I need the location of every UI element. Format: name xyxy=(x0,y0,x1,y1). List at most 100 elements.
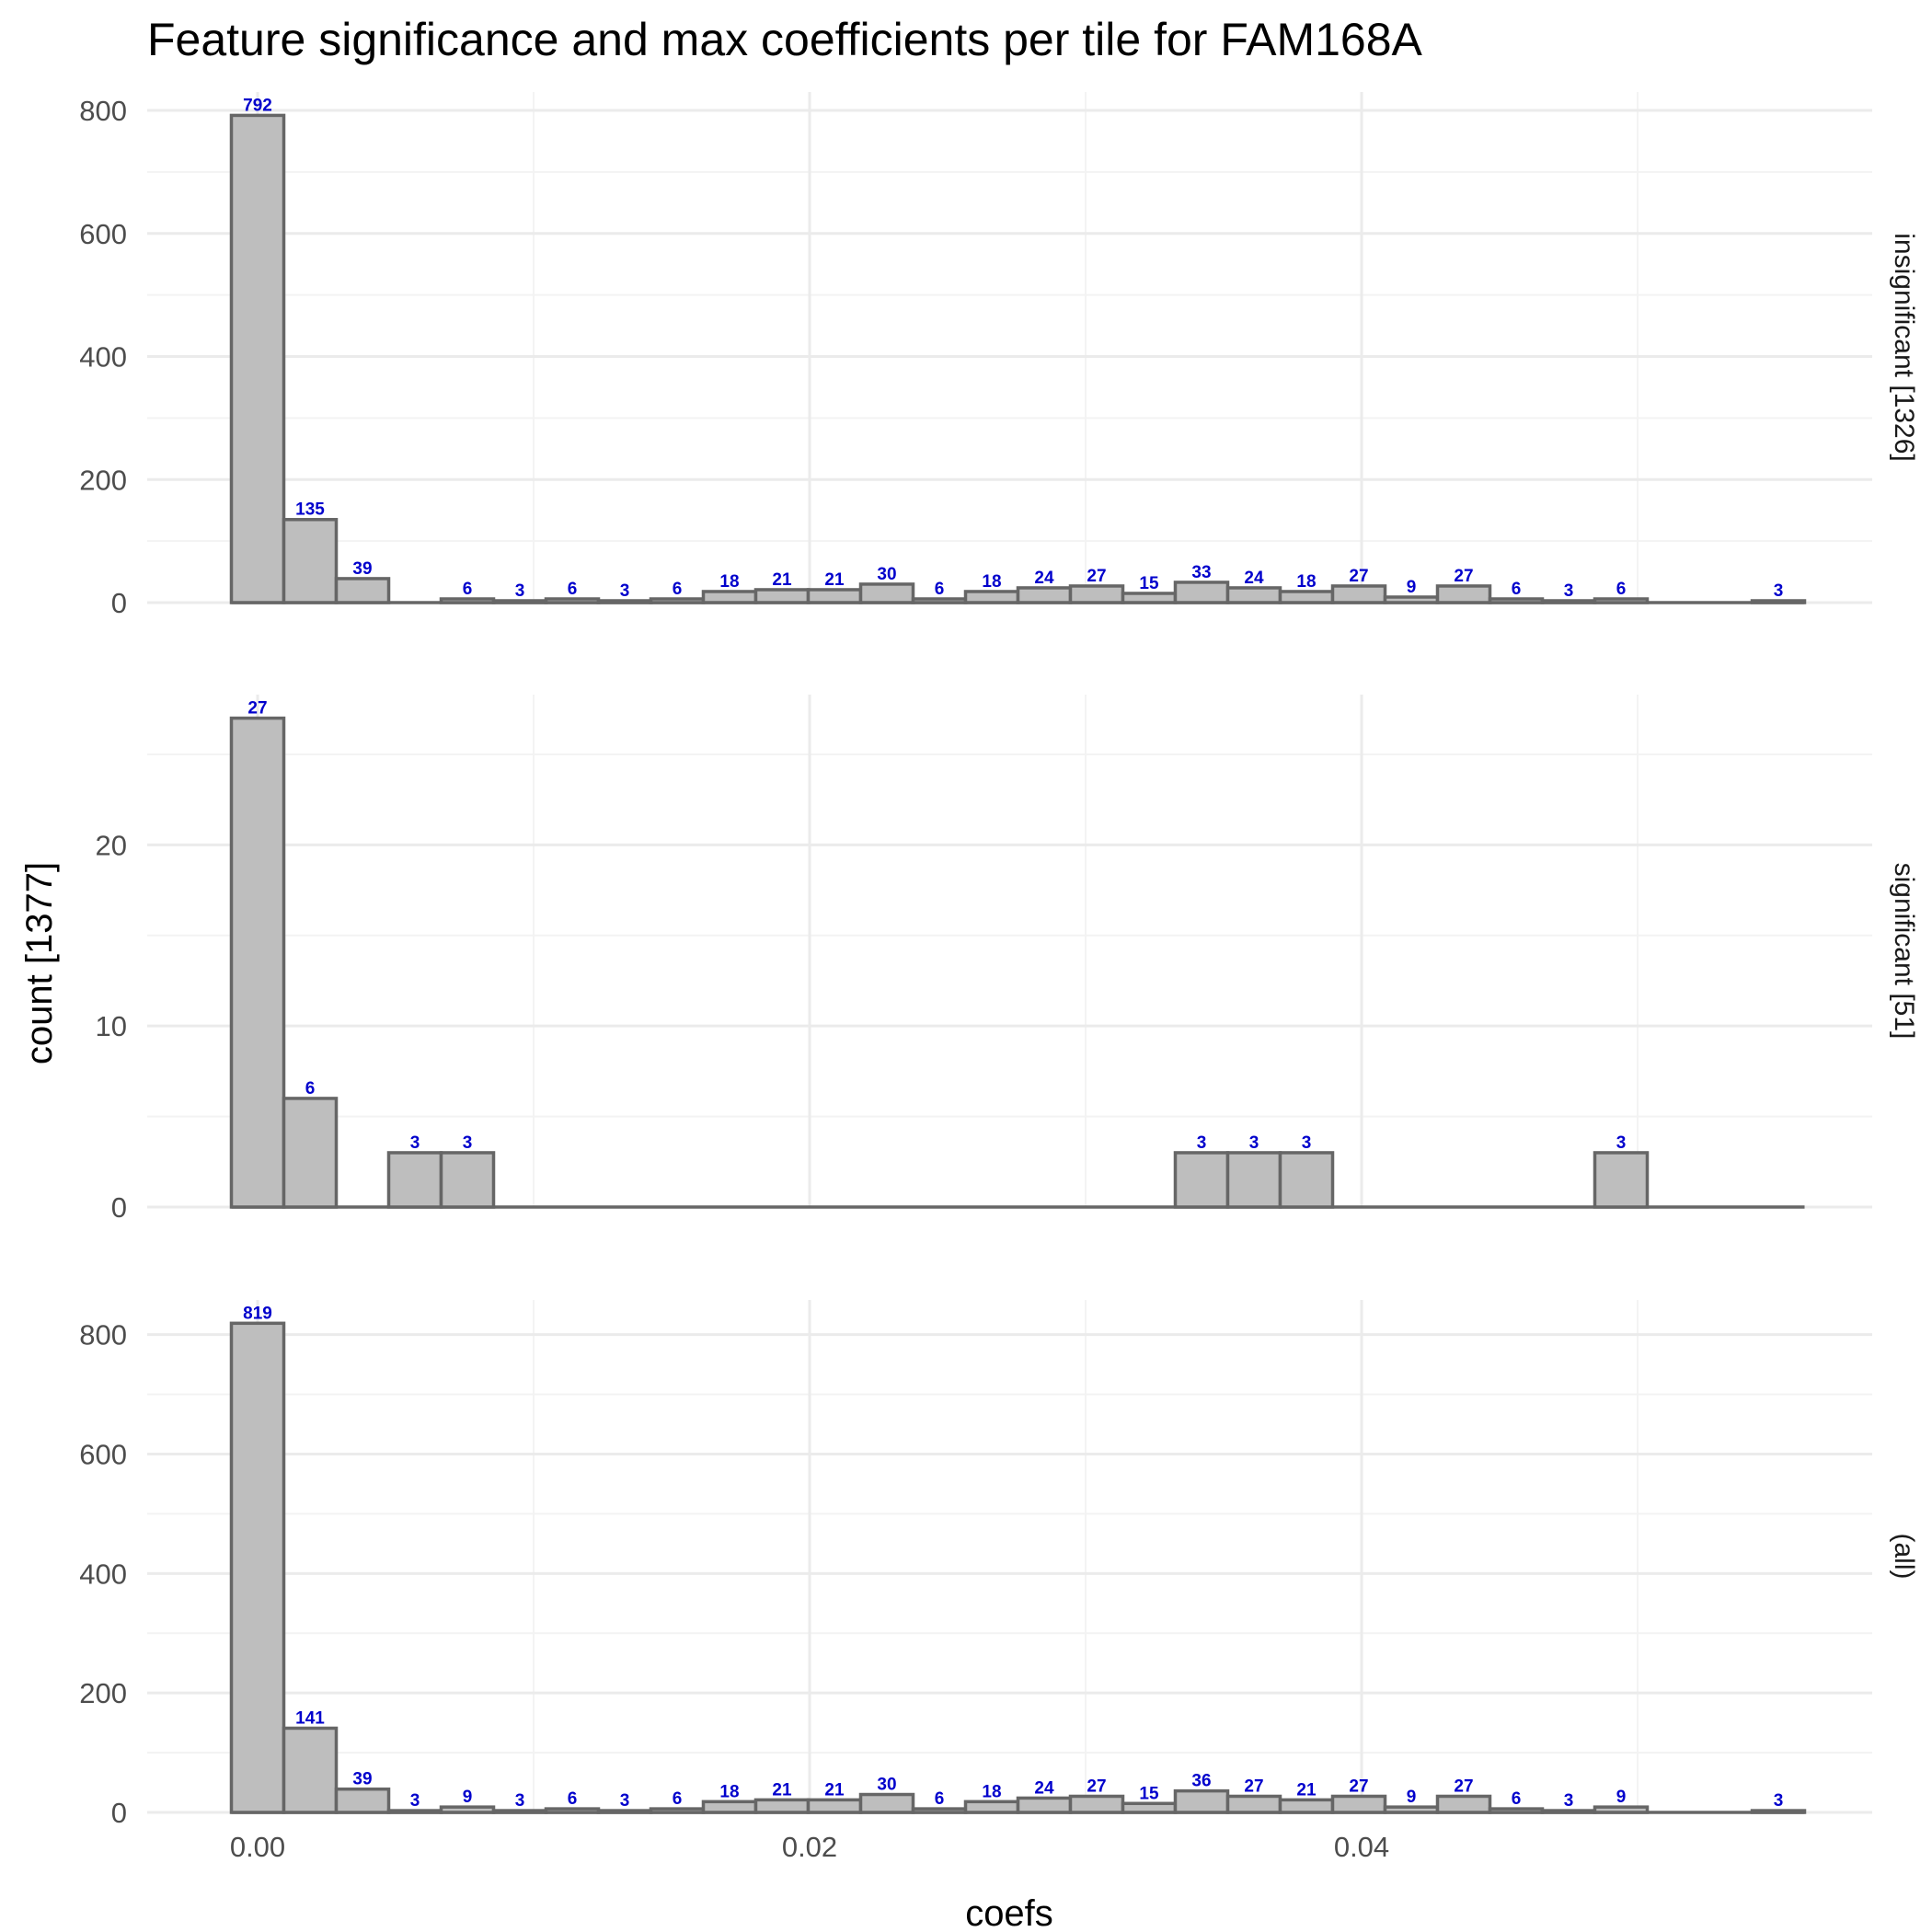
histogram-bar xyxy=(911,1807,968,1814)
bar-value-label: 819 xyxy=(243,1304,272,1323)
histogram-bar xyxy=(386,1151,443,1209)
histogram-bar xyxy=(491,599,548,604)
bar-value-label: 6 xyxy=(568,580,578,599)
bar-value-label: 6 xyxy=(1512,580,1522,599)
histogram-bar xyxy=(1278,590,1335,604)
histogram-bar xyxy=(1383,595,1440,604)
bar-value-label: 24 xyxy=(1034,569,1054,588)
histogram-bar xyxy=(1330,584,1387,604)
bar-value-label: 3 xyxy=(1302,1133,1312,1153)
histogram-bar xyxy=(386,1809,443,1814)
histogram-bar xyxy=(1068,1794,1125,1814)
chart-title: Feature significance and max coefficient… xyxy=(147,14,1423,65)
x-tick-label: 0.00 xyxy=(230,1831,285,1863)
histogram-bar xyxy=(596,1809,653,1814)
histogram-bar xyxy=(282,1726,339,1814)
histogram-bar xyxy=(1330,1794,1387,1814)
bar-value-label: 33 xyxy=(1191,563,1211,582)
bar-value-label: 18 xyxy=(719,1782,739,1801)
x-axis-title: coefs xyxy=(965,1893,1053,1932)
histogram-bar xyxy=(963,1800,1020,1814)
facet-strip-label: (all) xyxy=(1889,1534,1919,1580)
bar-value-label: 27 xyxy=(247,699,267,719)
bar-value-label: 3 xyxy=(1197,1133,1207,1153)
histogram-bar xyxy=(229,1321,286,1814)
bar-value-label: 27 xyxy=(1454,1777,1473,1796)
bar-value-label: 792 xyxy=(243,96,272,115)
histogram-bar xyxy=(911,597,968,604)
y-tick-label: 10 xyxy=(96,1010,127,1042)
bar-value-label: 36 xyxy=(1191,1772,1211,1791)
histogram-bar xyxy=(1278,1151,1335,1209)
bar-value-label: 6 xyxy=(1512,1789,1522,1809)
bar-value-label: 21 xyxy=(824,570,845,590)
bar-value-label: 27 xyxy=(1454,567,1473,586)
bar-value-label: 3 xyxy=(515,1791,525,1811)
histogram-bar xyxy=(701,590,758,604)
histogram-bar xyxy=(282,1097,339,1209)
bar-value-label: 141 xyxy=(295,1708,325,1728)
bar-value-label: 3 xyxy=(1564,1791,1574,1811)
bar-value-label: 21 xyxy=(1296,1780,1317,1800)
histogram-bar xyxy=(491,1809,548,1814)
histogram-bar xyxy=(1121,592,1178,604)
bar-value-label: 6 xyxy=(568,1789,578,1809)
bar-value-label: 27 xyxy=(1349,1777,1368,1796)
bar-value-label: 3 xyxy=(1564,581,1574,601)
histogram-bar xyxy=(1016,586,1073,604)
histogram-bar xyxy=(1173,581,1230,604)
bar-value-label: 6 xyxy=(1616,580,1627,599)
bar-value-label: 3 xyxy=(1774,581,1784,601)
histogram-bar xyxy=(1593,1805,1650,1814)
bar-value-label: 6 xyxy=(673,1789,683,1809)
bar-value-label: 3 xyxy=(620,581,630,601)
histogram-bar xyxy=(334,577,391,604)
bar-value-label: 3 xyxy=(1616,1133,1627,1153)
histogram-bar xyxy=(858,582,915,604)
bar-value-label: 3 xyxy=(515,581,525,601)
bar-value-label: 24 xyxy=(1244,569,1264,588)
y-tick-label: 200 xyxy=(79,1677,127,1709)
histogram-bar xyxy=(649,1807,706,1814)
bar-value-label: 3 xyxy=(620,1791,630,1811)
histogram-bar xyxy=(753,588,811,604)
y-tick-label: 600 xyxy=(79,1438,127,1470)
histogram-bar xyxy=(1435,1794,1492,1814)
bar-value-label: 3 xyxy=(1774,1791,1784,1811)
bar-value-label: 6 xyxy=(935,580,945,599)
histogram-bar xyxy=(1488,597,1545,604)
histogram-bar xyxy=(229,113,286,604)
bar-value-label: 6 xyxy=(935,1789,945,1809)
bar-value-label: 30 xyxy=(877,1776,896,1795)
histogram-bar xyxy=(1435,584,1492,604)
y-axis-title: count [1377] xyxy=(19,862,60,1064)
bar-value-label: 21 xyxy=(824,1780,845,1800)
histogram-bar xyxy=(1225,586,1282,604)
y-tick-label: 0 xyxy=(111,1797,127,1829)
bar-value-label: 27 xyxy=(1087,567,1106,586)
histogram-bar xyxy=(544,1807,601,1814)
facet-strip-label: insignificant [1326] xyxy=(1889,233,1919,462)
histogram-bar xyxy=(1750,1809,1807,1814)
bar-value-label: 9 xyxy=(1407,1788,1417,1807)
histogram-bar xyxy=(1278,1798,1335,1814)
histogram-bar xyxy=(1540,599,1597,604)
histogram-bar xyxy=(544,597,601,604)
bar-value-label: 15 xyxy=(1139,1784,1159,1803)
histogram-bar xyxy=(439,1151,496,1209)
histogram-bar xyxy=(1750,599,1807,604)
histogram-bar xyxy=(1068,584,1125,604)
histogram-bar xyxy=(1383,1805,1440,1814)
bar-value-label: 15 xyxy=(1139,574,1159,593)
histogram-bar xyxy=(439,597,496,604)
histogram-bar xyxy=(1488,1807,1545,1814)
bar-value-label: 30 xyxy=(877,565,896,584)
facet-panel: 0 10 20 27 6 3 3 3 3 3 3 significant [51] xyxy=(96,695,1919,1224)
bar-value-label: 9 xyxy=(1407,578,1417,597)
bar-value-label: 3 xyxy=(410,1133,420,1153)
bar-value-label: 3 xyxy=(1249,1133,1259,1153)
bar-value-label: 18 xyxy=(1296,572,1316,592)
histogram-bar xyxy=(334,1787,391,1814)
bar-value-label: 9 xyxy=(1616,1788,1627,1807)
